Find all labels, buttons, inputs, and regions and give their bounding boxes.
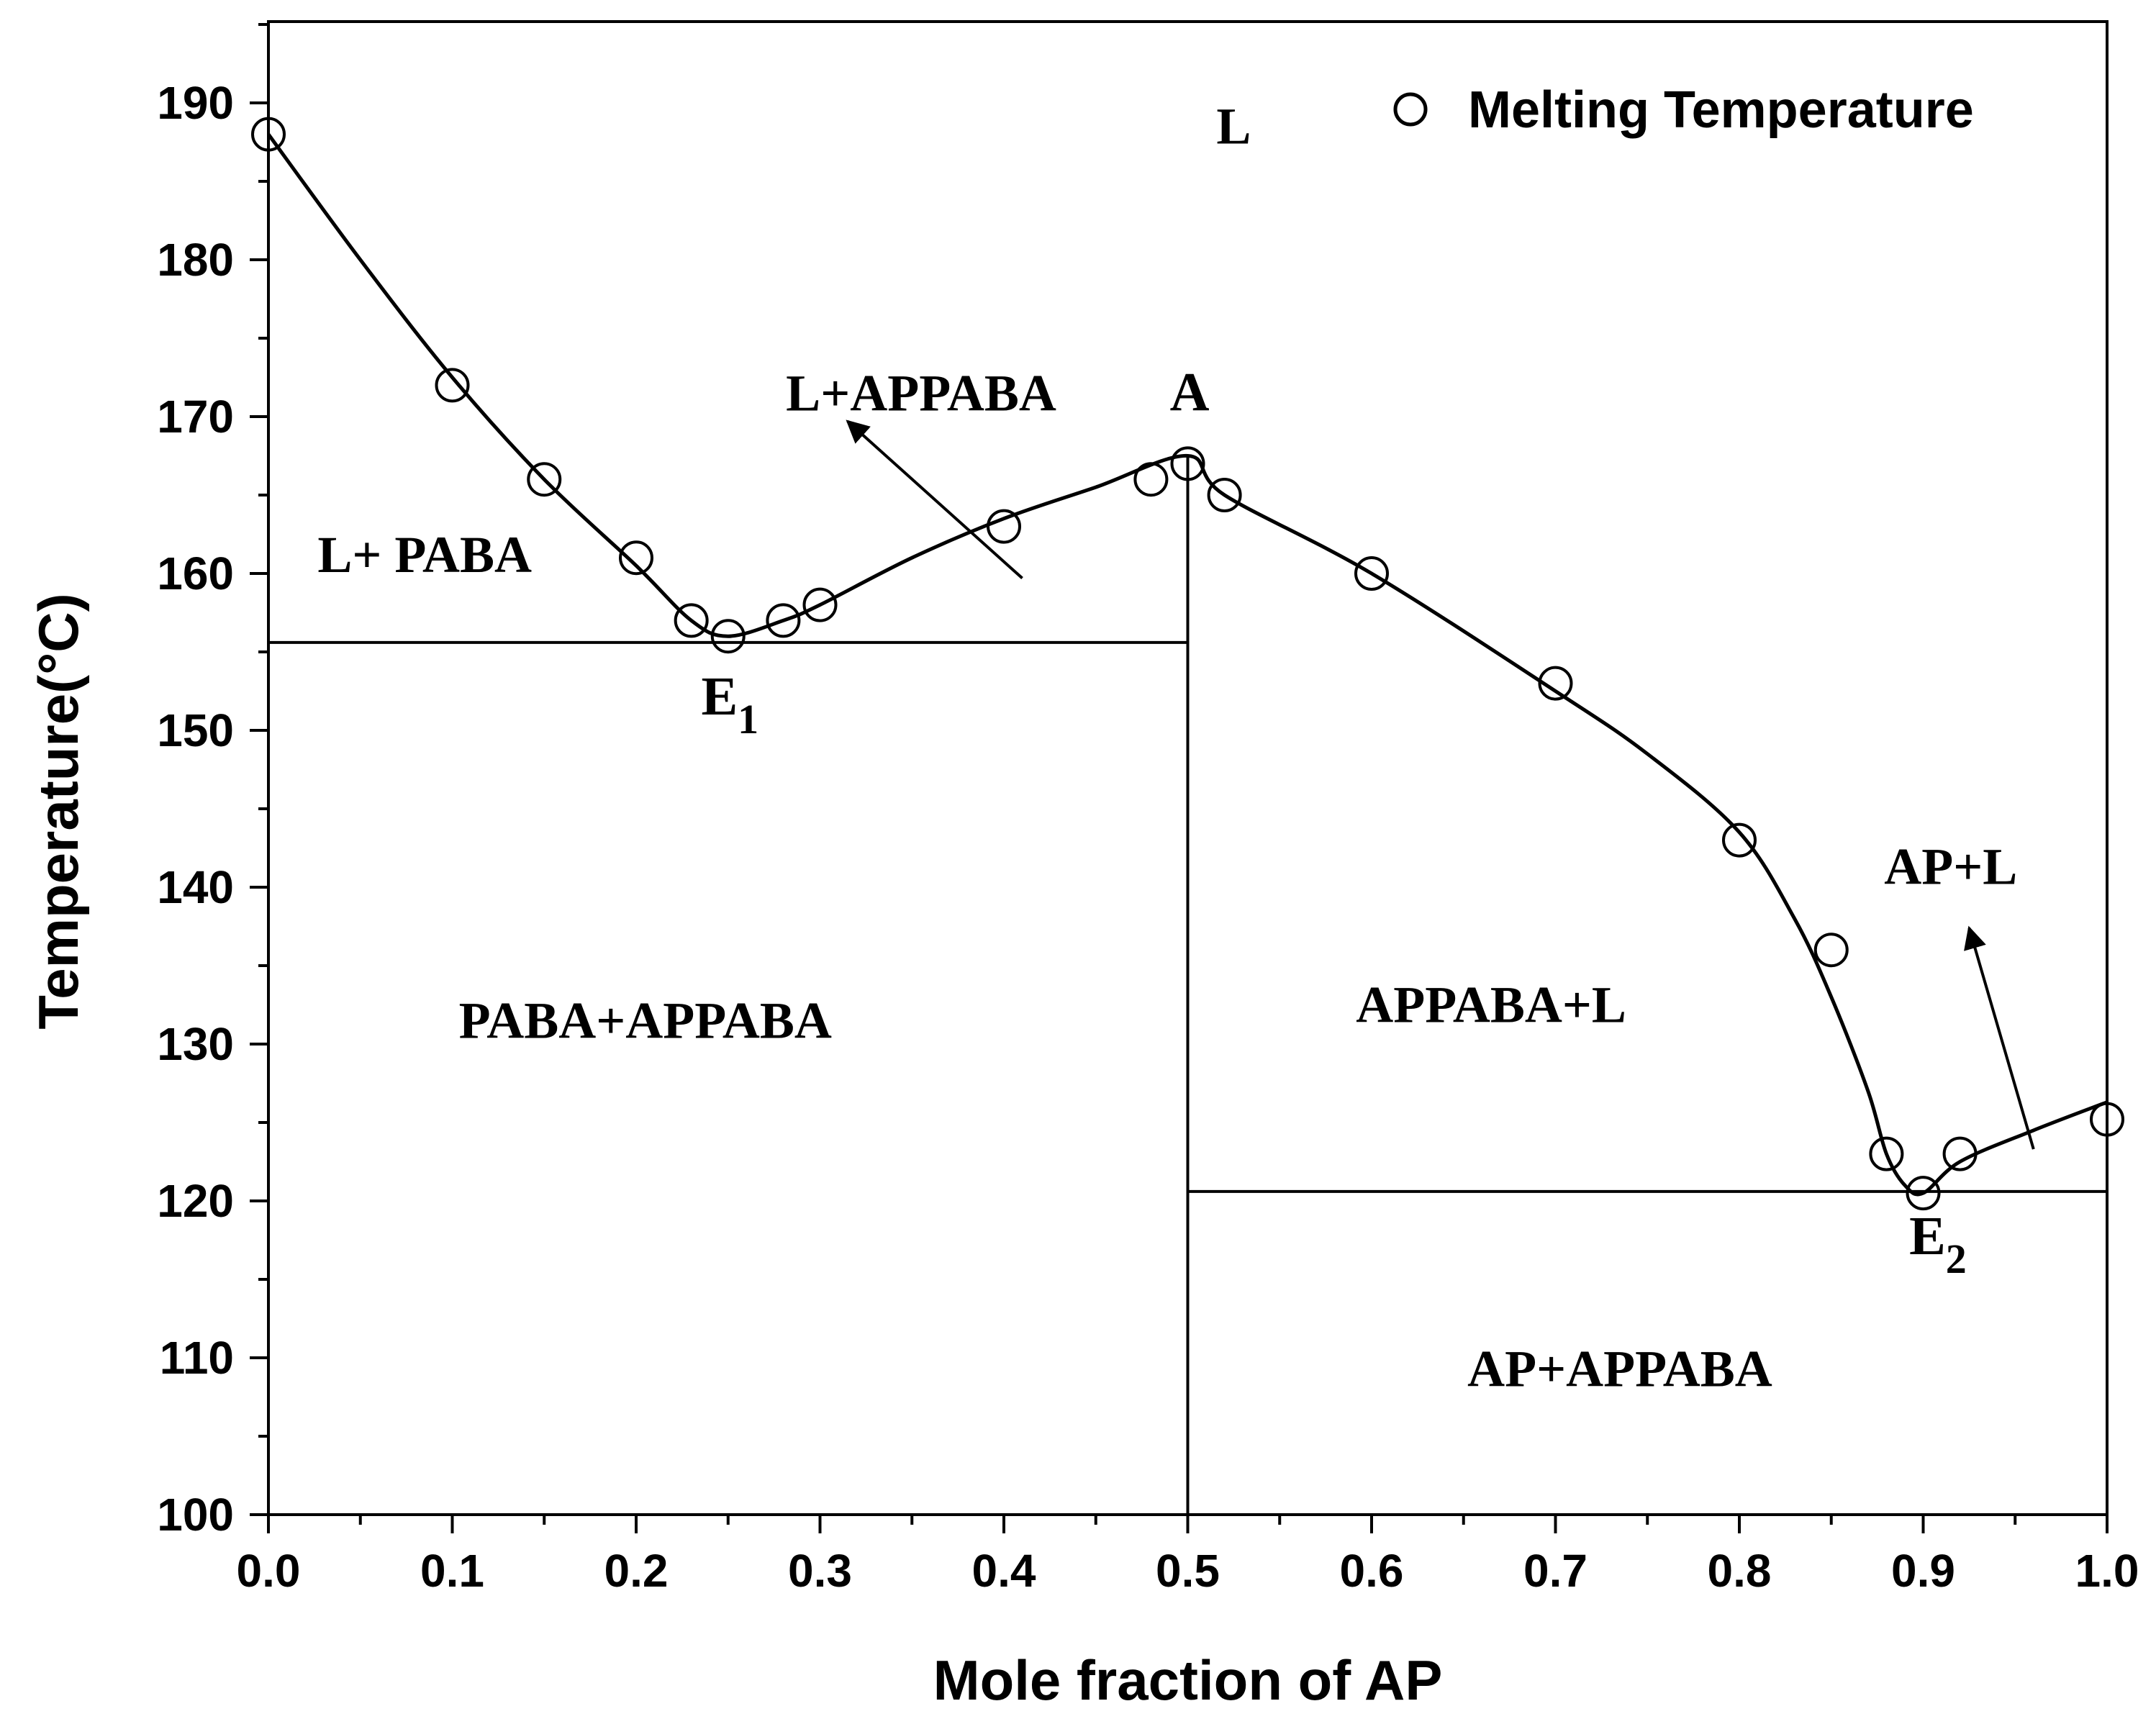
y-tick-label: 130 bbox=[157, 1018, 234, 1070]
point-label-main: E bbox=[1909, 1206, 1946, 1266]
y-tick-label: 140 bbox=[157, 861, 234, 913]
data-point bbox=[1207, 478, 1242, 512]
data-point bbox=[1538, 666, 1573, 701]
x-tick-label: 0.7 bbox=[1523, 1545, 1587, 1597]
liquidus-curve bbox=[268, 133, 2107, 1197]
region-label: L+APPABA bbox=[786, 364, 1056, 422]
data-point bbox=[1813, 933, 1849, 968]
y-tick-label: 170 bbox=[157, 391, 234, 443]
data-point bbox=[674, 603, 709, 638]
y-tick-label: 100 bbox=[157, 1489, 234, 1541]
data-point bbox=[1942, 1136, 1978, 1171]
y-tick-label: 190 bbox=[157, 77, 234, 129]
data-point bbox=[1354, 556, 1389, 591]
x-tick-label: 1.0 bbox=[2075, 1545, 2139, 1597]
region-label: L bbox=[1216, 98, 1251, 155]
legend-marker bbox=[1393, 92, 1428, 127]
x-tick-label: 0.8 bbox=[1708, 1545, 1772, 1597]
y-tick-label: 180 bbox=[157, 234, 234, 286]
region-arrow bbox=[846, 419, 1023, 580]
region-label: L+ PABA bbox=[317, 526, 532, 584]
data-point bbox=[1722, 822, 1757, 858]
data-point bbox=[435, 368, 470, 403]
legend-label: Melting Temperature bbox=[1468, 81, 1974, 139]
x-tick-label: 0.2 bbox=[604, 1545, 669, 1597]
labels-layer: L L+APPABA L+ PABA PABA+APPABA APPABA+L AP+L A… bbox=[317, 98, 2017, 1398]
x-tick-label: 0.3 bbox=[788, 1545, 852, 1597]
data-point bbox=[1906, 1176, 1941, 1211]
x-axis-title: Mole fraction of AP bbox=[933, 1648, 1443, 1712]
region-label: AP+APPABA bbox=[1467, 1340, 1772, 1397]
point-label-subscript: 1 bbox=[738, 696, 758, 743]
region-arrow bbox=[1964, 925, 2035, 1150]
x-tick-label: 0.9 bbox=[1891, 1545, 1955, 1597]
data-point bbox=[1170, 446, 1205, 481]
x-tick-label: 0.1 bbox=[420, 1545, 484, 1597]
point-label-main: E bbox=[701, 666, 738, 727]
axes-layer: 0.0 0.1 0.2 0.3 0.4 0.5 0.6 0.7 0.8 0.9 1.0 100 110 1… bbox=[157, 20, 2139, 1597]
region-label: AP+L bbox=[1884, 838, 2017, 896]
region-label: PABA+APPABA bbox=[459, 992, 832, 1049]
region-label: APPABA+L bbox=[1356, 976, 1626, 1034]
lines-layer bbox=[268, 133, 2107, 1515]
y-tick-label: 150 bbox=[157, 704, 234, 756]
x-tick-label: 0.6 bbox=[1340, 1545, 1404, 1597]
data-point bbox=[1869, 1136, 1904, 1171]
y-axis-title: Temperature(°C) bbox=[27, 593, 90, 1029]
point-label: E2 bbox=[1909, 1206, 1967, 1282]
y-tick-label: 160 bbox=[157, 548, 234, 599]
x-tick-label: 0.0 bbox=[237, 1545, 301, 1597]
point-label-main: A bbox=[1170, 362, 1210, 422]
y-tick-label: 120 bbox=[157, 1175, 234, 1227]
data-point bbox=[619, 540, 653, 576]
y-tick-label: 110 bbox=[160, 1332, 234, 1384]
data-point bbox=[527, 462, 562, 497]
data-point bbox=[802, 587, 838, 622]
point-label: A bbox=[1170, 362, 1210, 422]
data-point bbox=[710, 619, 746, 654]
x-tick-label: 0.4 bbox=[972, 1545, 1036, 1597]
point-label-subscript: 2 bbox=[1946, 1235, 1967, 1282]
x-tick-label: 0.5 bbox=[1156, 1545, 1220, 1597]
data-point bbox=[1133, 462, 1169, 497]
point-label: E1 bbox=[701, 666, 758, 743]
data-point bbox=[987, 509, 1021, 544]
data-point bbox=[766, 603, 801, 638]
legend: Melting Temperature bbox=[1393, 81, 1974, 139]
